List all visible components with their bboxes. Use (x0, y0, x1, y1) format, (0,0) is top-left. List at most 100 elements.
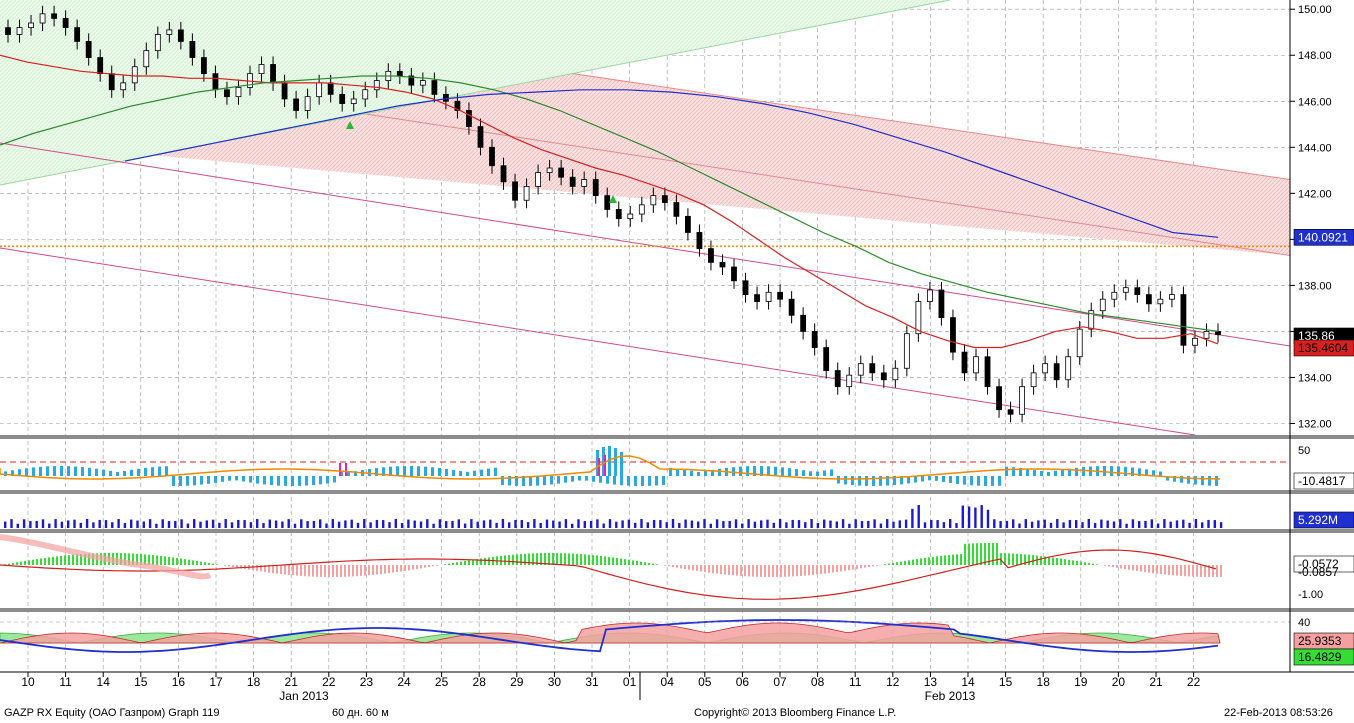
osc-bar (606, 476, 609, 484)
candle (708, 248, 714, 263)
x-tick-label: 22 (1187, 675, 1201, 689)
osc-bar (424, 466, 427, 476)
x-tick-label: 31 (585, 675, 599, 689)
macd-hist-bar (600, 555, 602, 565)
osc-value-label-box (1293, 472, 1354, 490)
macd-hist-bar (160, 555, 162, 565)
macd-hist-bar (904, 560, 906, 565)
buy-signal-marker (609, 195, 617, 203)
volume-bar (514, 519, 517, 528)
volume-bar (281, 521, 284, 528)
volume-bar (508, 522, 511, 528)
macd-hist-bar (1168, 565, 1170, 575)
x-tick-label: 11 (849, 675, 862, 689)
volume-bar (558, 521, 561, 528)
macd-hist-bar (1108, 565, 1110, 567)
osc-bar-spike (602, 447, 605, 476)
macd-hist-bar (452, 562, 454, 565)
macd-hist-bar (788, 565, 790, 577)
volume-bar (841, 519, 845, 528)
volume-bar (671, 519, 675, 528)
volume-bar (999, 521, 1002, 528)
candle (915, 301, 922, 335)
candle (800, 314, 807, 332)
macd-hist-bar (696, 565, 698, 571)
volume-bar (256, 519, 259, 528)
macd-hist-bar (16, 562, 18, 565)
volume-bar (734, 519, 738, 528)
macd-hist-bar (388, 565, 390, 574)
osc-bar (592, 476, 595, 482)
volume-bar (230, 522, 234, 528)
osc-bar (368, 469, 371, 476)
macd-hist-bar (840, 565, 842, 572)
volume-bar (274, 520, 278, 528)
footer-ticker: GAZP RX Equity (ОАО Газпром) Graph 119 (4, 707, 220, 719)
macd-hist-bar (640, 561, 642, 565)
month-label-jan: Jan 2013 (279, 689, 329, 703)
macd-hist-bar (940, 555, 942, 565)
osc-bar (515, 476, 518, 486)
osc-bar (585, 476, 588, 481)
osc-bar (788, 468, 791, 476)
osc-bar (928, 476, 931, 481)
volume-bar (1018, 523, 1021, 528)
macd-hist-bar (1176, 565, 1178, 576)
volume-bar (130, 519, 133, 528)
volume-bar (41, 519, 45, 528)
macd-hist-bar (68, 555, 70, 565)
ma-200-line (124, 89, 1219, 238)
candle (51, 13, 57, 19)
x-tick-label: 08 (811, 675, 825, 689)
osc-bar (760, 466, 763, 476)
candle (1157, 298, 1164, 305)
ma-short-line (0, 54, 1219, 349)
macd-hist-bar (64, 555, 66, 565)
candle (685, 215, 691, 233)
macd-hist-bar (652, 563, 654, 565)
volume-bar (608, 519, 612, 528)
macd-hist-bar (12, 562, 14, 565)
macd-hist-bar (1052, 557, 1054, 565)
macd-hist-bar (780, 565, 782, 577)
macd-hist-bar (584, 554, 586, 565)
volume-bar (111, 522, 114, 528)
volume-bar (577, 519, 580, 528)
macd-hist-bar (340, 565, 342, 577)
osc-bar (1012, 467, 1015, 476)
osc-bar (207, 476, 210, 484)
volume-bar (1075, 520, 1078, 528)
macd-hist-bar (1120, 565, 1122, 569)
macd-hist-bar (672, 565, 674, 568)
macd-hist-bar (676, 565, 678, 568)
osc-bar (200, 476, 203, 485)
volume-bar (161, 519, 164, 528)
macd-hist-bar (132, 553, 134, 565)
volume-bar (961, 505, 964, 528)
candle (638, 204, 645, 215)
macd-hist-bar (592, 555, 594, 565)
x-tick-label: 07 (773, 675, 787, 689)
osc-signal-line (0, 455, 1221, 480)
ma-long-value-label-box (1293, 228, 1354, 246)
osc-bar (1082, 467, 1085, 476)
y-tick-label: 150.00 (1298, 4, 1332, 16)
volume-bar (665, 522, 668, 528)
macd-hist-bar (988, 543, 990, 565)
macd-hist-bar (976, 543, 978, 565)
macd-hist-bar (956, 554, 958, 565)
candle (927, 289, 933, 302)
volume-bar (1119, 519, 1122, 528)
osc-bar (158, 466, 161, 476)
macd-hist-bar (232, 565, 234, 568)
volume-bar (709, 523, 712, 528)
macd-hist-bar (800, 565, 802, 576)
osc-bar (249, 476, 252, 483)
volume-bar (690, 520, 694, 528)
osc-bar-magenta (345, 463, 347, 476)
volume-bar (407, 519, 410, 528)
osc-bar (781, 467, 784, 476)
osc-bar (11, 470, 14, 476)
volume-bar (482, 520, 486, 528)
osc-bar (18, 469, 21, 476)
